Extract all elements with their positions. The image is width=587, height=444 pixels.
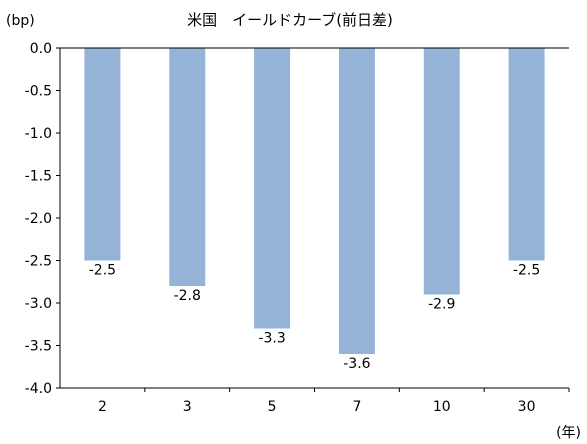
data-label-2: -2.5 <box>89 263 116 279</box>
bar-5 <box>254 48 291 329</box>
y-tick-label: -0.5 <box>25 84 52 100</box>
axes-group <box>56 47 570 392</box>
bar-30 <box>508 48 545 261</box>
y-tick-label: -3.0 <box>25 296 52 312</box>
x-tick-label-3: 3 <box>183 399 192 415</box>
x-axis-unit-label: (年) <box>556 425 581 440</box>
y-axis-unit-label: (bp) <box>6 13 35 29</box>
data-label-7: -3.6 <box>343 356 370 372</box>
y-tick-label: -3.5 <box>25 339 52 355</box>
x-tick-label-30: 30 <box>518 399 536 415</box>
bar-3 <box>169 48 206 286</box>
data-label-3: -2.8 <box>174 288 201 304</box>
data-label-10: -2.9 <box>428 297 455 313</box>
y-tick-label: -4.0 <box>25 381 52 397</box>
x-tick-label-5: 5 <box>268 399 277 415</box>
labels-group: -2.5 2 -2.8 3 -3.3 5 -3.6 7 -2.9 10 -2.5 30 0.0 -0.5 -… <box>25 41 541 415</box>
y-tick-label: -2.0 <box>25 211 52 227</box>
y-tick-label: -1.0 <box>25 126 52 142</box>
data-label-5: -3.3 <box>258 331 285 347</box>
bar-10 <box>423 48 460 295</box>
y-tick-label: 0.0 <box>30 41 52 57</box>
chart-title: 米国 イールドカーブ(前日差) <box>187 11 393 29</box>
x-tick-label-10: 10 <box>433 399 451 415</box>
y-tick-label: -1.5 <box>25 169 52 185</box>
x-tick-label-2: 2 <box>98 399 107 415</box>
data-label-30: -2.5 <box>513 263 540 279</box>
bars-group <box>84 48 545 354</box>
x-tick-label-7: 7 <box>352 399 361 415</box>
y-tick-label: -2.5 <box>25 254 52 270</box>
bar-7 <box>338 48 375 354</box>
bar-2 <box>84 48 121 261</box>
